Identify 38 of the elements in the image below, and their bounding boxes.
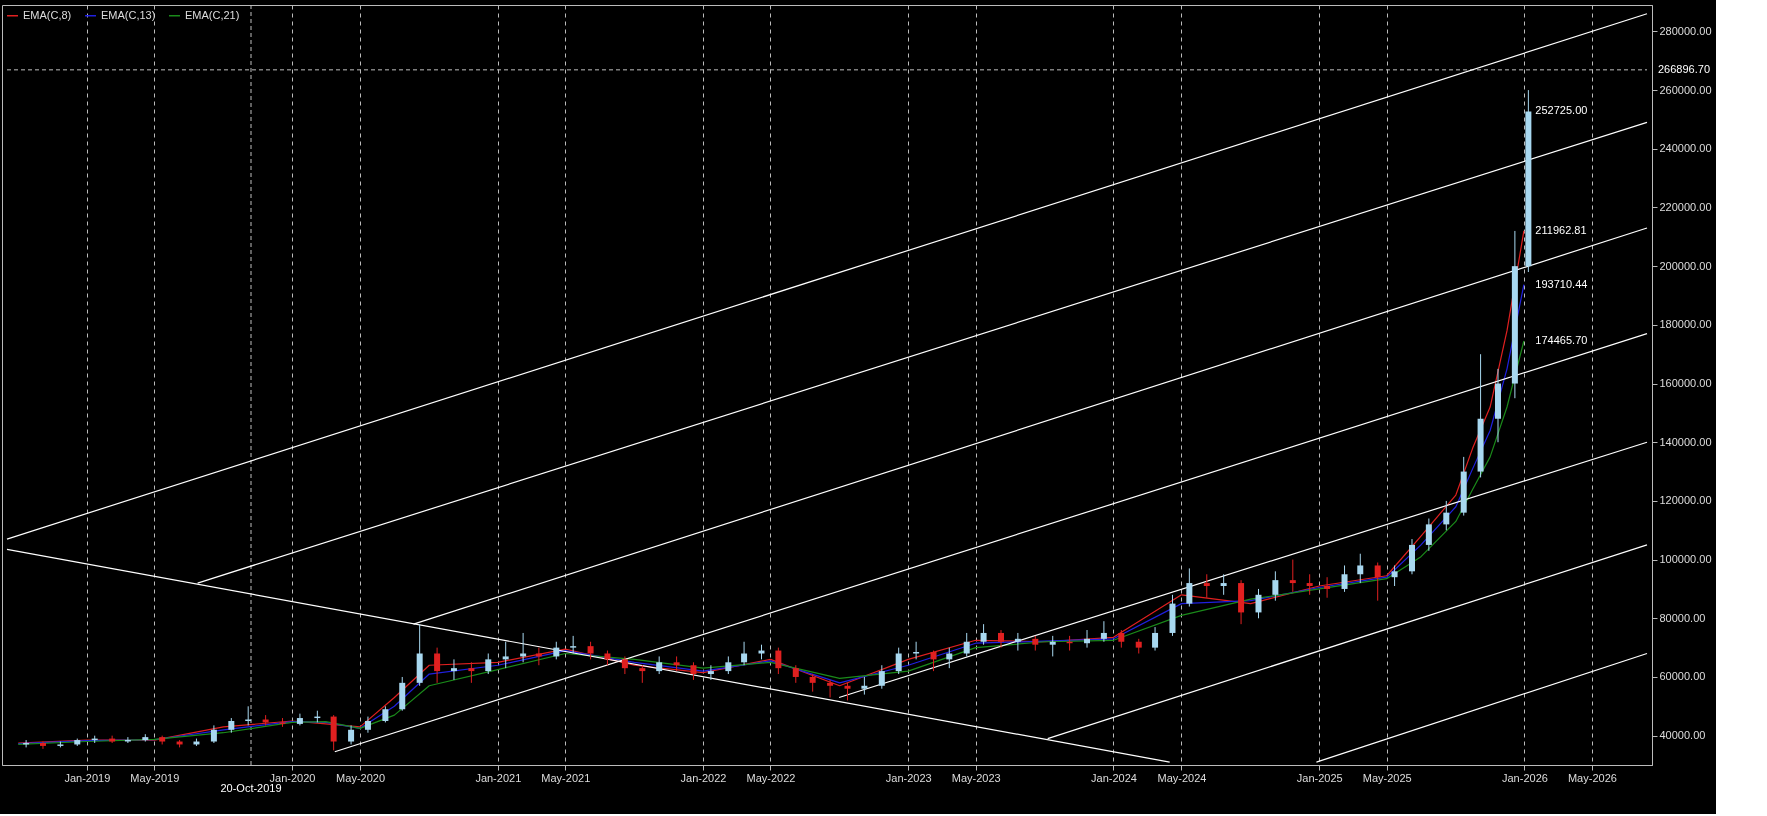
y-tick-label: 180000.00 bbox=[1659, 318, 1712, 331]
y-tick-label: 260000.00 bbox=[1659, 83, 1712, 96]
annotation: 174465.70 bbox=[1535, 334, 1588, 347]
x-tick-label: May-2024 bbox=[1157, 771, 1207, 784]
x-tick-label: Jan-2020 bbox=[269, 771, 316, 784]
annotation: 193710.44 bbox=[1535, 277, 1588, 290]
y-tick-label: 140000.00 bbox=[1659, 435, 1712, 448]
y-tick-label: 40000.00 bbox=[1659, 729, 1706, 742]
legend-label: EMA(C,13) bbox=[101, 8, 156, 21]
x-tick-label: May-2020 bbox=[336, 771, 386, 784]
x-tick-label: May-2023 bbox=[951, 771, 1001, 784]
x-tick-label: Jan-2022 bbox=[680, 771, 727, 784]
x-tick-label: May-2022 bbox=[746, 771, 796, 784]
legend-label: EMA(C,21) bbox=[185, 8, 240, 21]
x-tick-label: May-2026 bbox=[1567, 771, 1617, 784]
y-tick-label: 60000.00 bbox=[1659, 670, 1706, 683]
x-tick-label: Jan-2025 bbox=[1296, 771, 1343, 784]
annotation: 211962.81 bbox=[1535, 224, 1587, 237]
x-tick-label: Jan-2023 bbox=[885, 771, 932, 784]
x-tick-label: May-2019 bbox=[130, 771, 180, 784]
x-tick-label: Jan-2026 bbox=[1502, 771, 1548, 784]
x-tick-label: May-2025 bbox=[1362, 771, 1412, 784]
y-tick-label: 80000.00 bbox=[1659, 611, 1706, 624]
ref-line-label: 266896.70 bbox=[1658, 62, 1710, 75]
ref-line-label: 20-Oct-2019 bbox=[220, 782, 282, 794]
y-tick-label: 240000.00 bbox=[1659, 142, 1712, 155]
legend-label: EMA(C,8) bbox=[23, 8, 72, 21]
y-tick-label: 160000.00 bbox=[1659, 377, 1712, 390]
x-tick-label: Jan-2021 bbox=[475, 771, 522, 784]
x-tick-label: Jan-2024 bbox=[1091, 771, 1137, 784]
x-tick-label: Jan-2019 bbox=[64, 771, 111, 784]
y-tick-label: 220000.00 bbox=[1659, 200, 1712, 213]
y-tick-label: 280000.00 bbox=[1659, 24, 1712, 37]
x-tick-label: May-2021 bbox=[541, 771, 591, 784]
annotation: 252725.00 bbox=[1535, 104, 1588, 117]
y-tick-label: 100000.00 bbox=[1659, 553, 1712, 566]
y-tick-label: 200000.00 bbox=[1659, 259, 1712, 272]
y-tick-label: 120000.00 bbox=[1659, 494, 1712, 507]
